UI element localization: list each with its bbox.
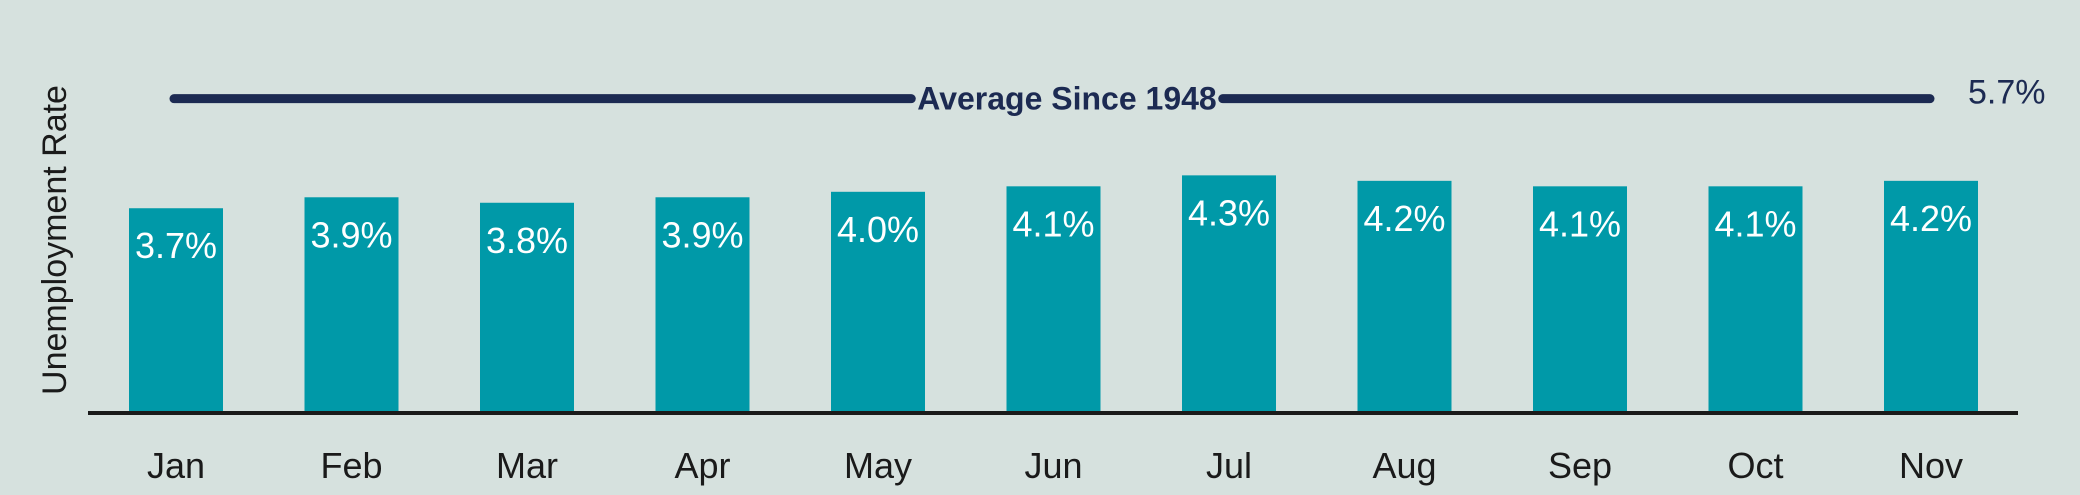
bar-aug (1357, 180, 1452, 411)
bar-value-label-feb: 3.9% (310, 214, 392, 255)
y-axis-label: Unemployment Rate (36, 85, 74, 395)
bar-jul (1182, 175, 1276, 411)
bar-feb (304, 197, 399, 411)
bar-may (831, 191, 925, 411)
bar-value-label-nov: 4.2% (1890, 198, 1972, 239)
bar-jun (1006, 186, 1101, 411)
x-tick-label-jun: Jun (1024, 445, 1082, 486)
x-tick-label-mar: Mar (496, 445, 558, 486)
bar-oct (1708, 186, 1803, 411)
bars-layer: 3.7% 3.9% 3.8% 3.9% 4.0% 4.1% 4.3% 4.2% 4.1% 4.1%… (129, 175, 1978, 411)
bar-value-label-sep: 4.1% (1539, 203, 1621, 244)
x-tick-label-sep: Sep (1548, 445, 1612, 486)
bar-sep (1533, 186, 1627, 411)
x-tick-label-jul: Jul (1206, 445, 1252, 486)
reference-line-label: Average Since 1948 (917, 81, 1216, 117)
x-tick-label-feb: Feb (320, 445, 382, 486)
bar-nov (1884, 180, 1978, 411)
bar-value-label-jun: 4.1% (1012, 203, 1094, 244)
bar-value-label-apr: 3.9% (661, 214, 743, 255)
x-tick-label-nov: Nov (1899, 445, 1963, 486)
bar-value-label-mar: 3.8% (486, 220, 568, 261)
bar-value-label-jan: 3.7% (135, 225, 217, 266)
x-tick-label-aug: Aug (1372, 445, 1436, 486)
bar-value-label-may: 4.0% (837, 209, 919, 250)
bar-value-label-oct: 4.1% (1714, 203, 1796, 244)
reference-line-group: Average Since 1948 5.7% (169, 74, 2046, 117)
bar-apr (655, 197, 750, 411)
x-tick-label-jan: Jan (147, 445, 205, 486)
reference-line-value-label: 5.7% (1968, 74, 2046, 112)
x-tick-label-apr: Apr (674, 445, 730, 486)
bar-value-label-aug: 4.2% (1363, 198, 1445, 239)
x-tick-label-may: May (844, 445, 912, 486)
x-tick-label-oct: Oct (1727, 445, 1783, 486)
bar-value-label-jul: 4.3% (1188, 192, 1270, 233)
bar-mar (480, 202, 574, 411)
bar-jan (129, 208, 223, 411)
